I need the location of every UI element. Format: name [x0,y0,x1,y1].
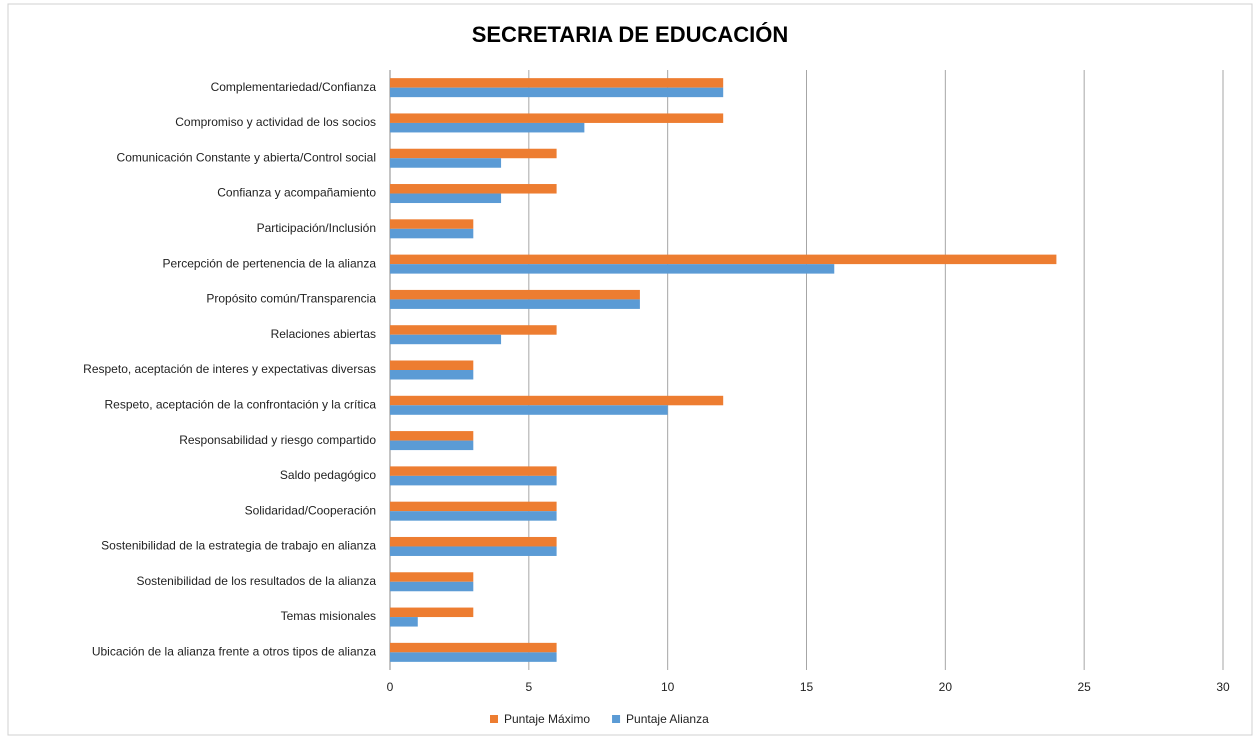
bar [390,254,1057,265]
legend-swatch [612,715,621,723]
y-tick-label: Sostenibilidad de los resultados de la a… [137,574,377,588]
bar [390,475,557,486]
y-tick-label: Percepción de pertenencia de la alianza [163,256,377,270]
y-tick-label: Responsabilidad y riesgo compartido [179,433,376,447]
x-tick-label: 10 [661,680,675,694]
bar [390,87,724,98]
y-tick-label: Temas misionales [281,609,376,623]
bar [390,617,418,627]
legend-label: Puntaje Alianza [626,712,709,726]
bar [390,395,724,406]
legend-swatch [490,715,498,723]
x-tick-label: 0 [387,680,394,694]
bar [390,536,557,547]
bar [390,511,557,521]
bar [390,431,474,441]
x-tick-label: 30 [1216,680,1230,694]
bar [390,122,585,133]
bar [390,334,502,345]
bar [390,405,668,415]
bar [390,148,557,159]
bar [390,299,640,309]
bar [390,581,474,592]
y-tick-label: Comunicación Constante y abierta/Control… [117,150,376,164]
y-tick-label: Sostenibilidad de la estrategia de traba… [101,539,376,553]
bar [390,572,474,582]
y-tick-label: Ubicación de la alianza frente a otros t… [92,645,377,659]
bar [390,289,640,300]
bar [390,546,557,556]
bar [390,501,557,512]
y-tick-label: Solidaridad/Cooperación [245,503,376,517]
bar [390,325,557,335]
bar [390,466,557,476]
x-tick-label: 20 [939,680,953,694]
y-tick-label: Saldo pedagógico [280,468,376,482]
y-tick-label: Complementariedad/Confianza [211,80,377,94]
y-tick-label: Compromiso y actividad de los socios [175,115,376,129]
bar [390,440,474,451]
chart-title: SECRETARIA DE EDUCACIÓN [472,22,789,47]
bar [390,113,724,123]
bar [390,184,557,194]
y-tick-label: Respeto, aceptación de la confrontación … [105,397,377,411]
bar [390,652,557,662]
bar [390,370,474,380]
y-tick-label: Propósito común/Transparencia [206,292,376,306]
chart-frame [7,3,1253,736]
bar [390,228,474,239]
x-tick-label: 15 [800,680,814,694]
bar [390,78,724,88]
y-tick-label: Participación/Inclusión [257,221,376,235]
x-tick-label: 5 [525,680,532,694]
bar [390,158,502,168]
y-tick-label: Confianza y acompañamiento [217,186,376,200]
bar [390,360,474,370]
bar [390,264,835,274]
bar [390,642,557,653]
bar [390,193,502,204]
bar [390,219,474,229]
x-tick-label: 25 [1077,680,1091,694]
y-tick-label: Respeto, aceptación de interes y expecta… [83,362,376,376]
legend-label: Puntaje Máximo [504,712,590,726]
bar [390,607,474,618]
y-tick-label: Relaciones abiertas [271,327,376,341]
